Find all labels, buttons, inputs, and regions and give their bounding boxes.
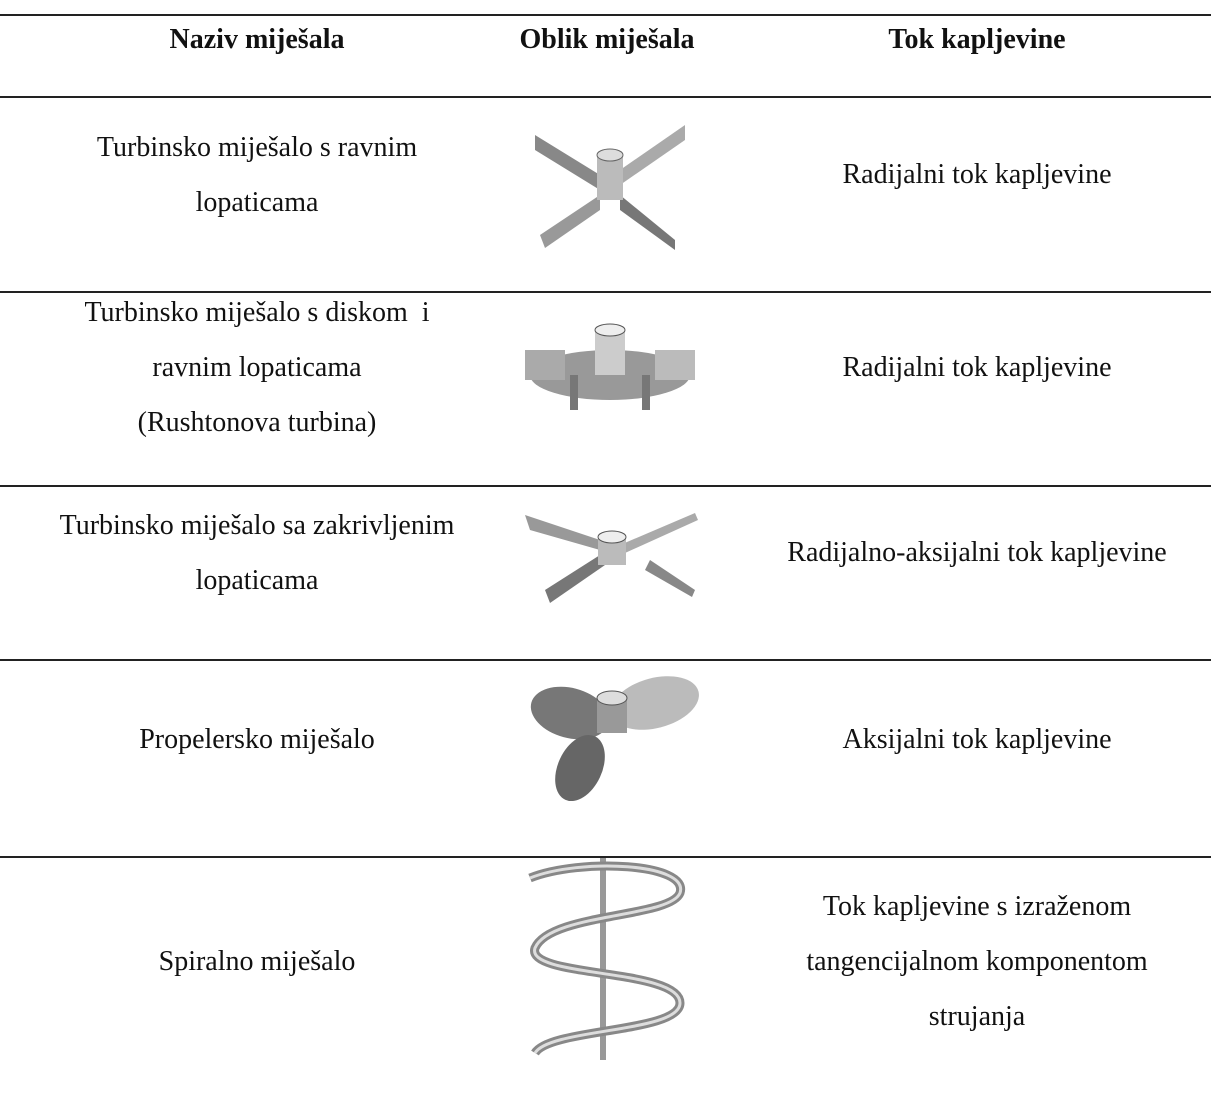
rule: [0, 485, 1211, 487]
cell-text: (Rushtonova turbina): [137, 407, 377, 438]
rule: [0, 659, 1211, 661]
cell-text: Aksijalni tok kapljevine: [842, 724, 1112, 755]
propeller-image: [530, 676, 699, 802]
cell-text: Spiralno miješalo: [158, 946, 356, 977]
cell-text: Radijalno-aksijalni tok kapljevine: [787, 537, 1167, 568]
rule: [0, 96, 1211, 98]
flat-blade-turbine-image: [535, 125, 685, 250]
column-header: Tok kapljevine: [888, 24, 1066, 55]
cell-text: strujanja: [928, 1001, 1026, 1032]
pitched-blade-turbine-image: [525, 513, 698, 603]
helical-ribbon-image: [528, 858, 685, 1060]
cell-text: lopaticama: [195, 186, 319, 218]
rushton-turbine-image: [525, 323, 695, 410]
cell-text: Turbinsko miješalo sa zakrivljenim: [59, 509, 455, 541]
rule: [0, 856, 1211, 858]
cell-text: tangencijalnom komponentom: [806, 946, 1148, 977]
cell-text: Turbinsko miješalo s diskom i: [84, 297, 430, 328]
rule: [0, 14, 1211, 16]
rule: [0, 291, 1211, 293]
column-header: Oblik miješala: [519, 24, 695, 55]
cell-text: Propelersko miješalo: [139, 724, 375, 755]
cell-text: Radijalni tok kapljevine: [842, 159, 1112, 190]
column-header: Naziv miješala: [169, 24, 345, 55]
cell-text: lopaticama: [195, 564, 319, 596]
cell-text: ravnim lopaticama: [152, 352, 362, 383]
cell-text: Radijalni tok kapljevine: [842, 352, 1112, 383]
cell-text: Turbinsko miješalo s ravnim: [96, 131, 418, 163]
cell-text: Tok kapljevine s izraženom: [822, 891, 1132, 922]
